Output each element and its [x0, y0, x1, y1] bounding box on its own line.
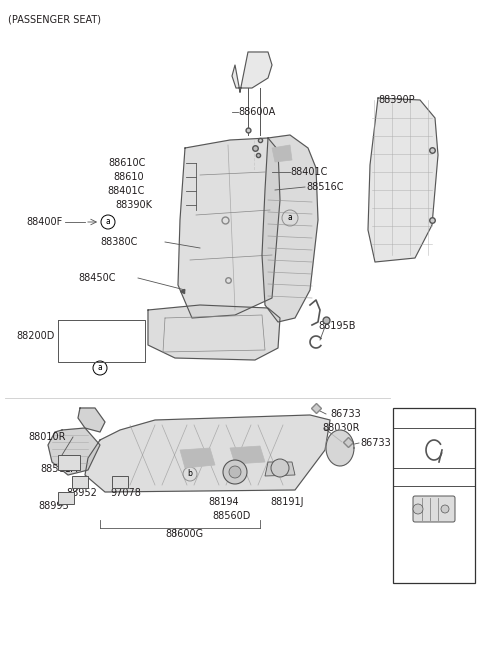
Polygon shape — [272, 145, 292, 162]
Polygon shape — [85, 415, 330, 492]
Text: b: b — [403, 472, 408, 482]
Text: 86733: 86733 — [360, 438, 391, 448]
Text: 88995: 88995 — [38, 501, 69, 511]
Circle shape — [413, 504, 423, 514]
FancyBboxPatch shape — [72, 476, 88, 488]
Circle shape — [441, 505, 449, 513]
Text: a: a — [97, 363, 102, 373]
Text: 88194: 88194 — [208, 497, 239, 507]
FancyBboxPatch shape — [58, 492, 74, 504]
Text: 88450C: 88450C — [78, 273, 116, 283]
Text: 88195B: 88195B — [318, 321, 356, 331]
Text: 88627: 88627 — [420, 413, 451, 423]
Text: 88509A: 88509A — [420, 472, 457, 482]
Polygon shape — [178, 138, 280, 318]
Circle shape — [223, 460, 247, 484]
Text: 88200D: 88200D — [16, 331, 54, 341]
Text: (PASSENGER SEAT): (PASSENGER SEAT) — [8, 14, 101, 24]
Text: 88600A: 88600A — [238, 107, 275, 117]
Polygon shape — [180, 448, 215, 468]
Text: 88516C: 88516C — [306, 182, 344, 192]
Text: a: a — [288, 214, 292, 223]
FancyBboxPatch shape — [112, 476, 128, 488]
Text: 88600G: 88600G — [165, 529, 203, 539]
FancyBboxPatch shape — [58, 455, 80, 470]
Text: 88560D: 88560D — [212, 511, 251, 521]
Text: 86733: 86733 — [330, 409, 361, 419]
Text: 88401C: 88401C — [290, 167, 327, 177]
FancyBboxPatch shape — [393, 408, 475, 583]
Polygon shape — [48, 428, 100, 475]
Polygon shape — [265, 462, 295, 476]
Text: 97078: 97078 — [110, 488, 141, 498]
Polygon shape — [262, 135, 318, 322]
Text: 88610: 88610 — [113, 172, 144, 182]
Text: 88561A: 88561A — [40, 464, 77, 474]
Polygon shape — [148, 305, 280, 360]
Text: 88627: 88627 — [422, 415, 453, 425]
Text: 88010R: 88010R — [28, 432, 65, 442]
Text: b: b — [188, 470, 192, 478]
Text: 88390K: 88390K — [115, 200, 152, 210]
FancyBboxPatch shape — [413, 496, 455, 522]
Text: a: a — [106, 217, 110, 227]
Text: a: a — [403, 413, 408, 422]
Text: 88400F: 88400F — [26, 217, 62, 227]
Polygon shape — [230, 446, 265, 464]
Polygon shape — [326, 430, 354, 466]
Circle shape — [229, 466, 241, 478]
Circle shape — [271, 459, 289, 477]
Text: 88509A: 88509A — [422, 468, 459, 478]
Text: 88030R: 88030R — [322, 423, 360, 433]
Text: 88191J: 88191J — [270, 497, 303, 507]
Polygon shape — [78, 408, 105, 432]
Text: 88380C: 88380C — [100, 237, 137, 247]
Text: 88952: 88952 — [66, 488, 97, 498]
Text: 88610C: 88610C — [108, 158, 145, 168]
Polygon shape — [232, 52, 272, 92]
Text: 88390P: 88390P — [378, 95, 415, 105]
Text: 88401C: 88401C — [107, 186, 144, 196]
Polygon shape — [368, 98, 438, 262]
